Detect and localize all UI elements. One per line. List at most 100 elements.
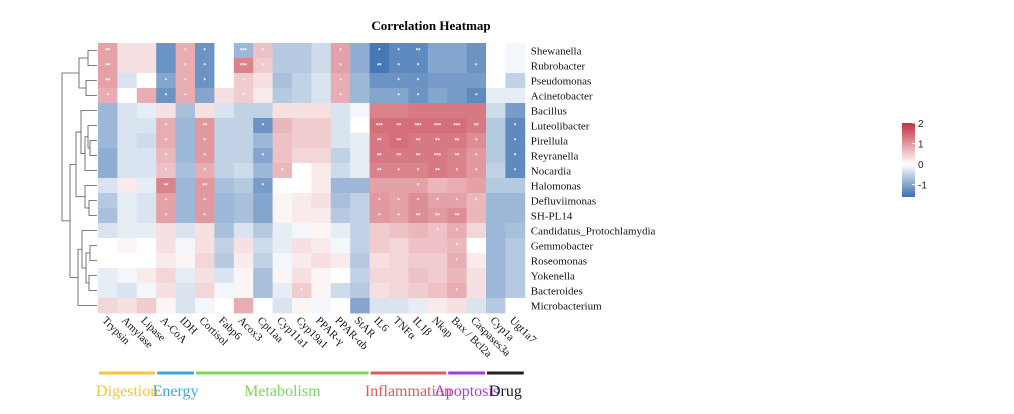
heatmap-cell <box>156 178 176 194</box>
significance-mark: * <box>242 94 245 100</box>
heatmap-cell <box>214 193 235 209</box>
heatmap-cell <box>350 73 370 89</box>
significance-mark: ** <box>435 214 440 220</box>
heatmap-cell <box>253 298 273 314</box>
row-dendrogram <box>61 50 97 306</box>
significance-mark: * <box>107 94 110 100</box>
heatmap-cell <box>311 238 332 254</box>
heatmap-cell <box>175 298 196 314</box>
heatmap-cell <box>156 208 176 224</box>
significance-mark: * <box>398 64 401 70</box>
heatmap-cell <box>466 268 487 284</box>
heatmap-cell <box>486 253 506 269</box>
significance-mark: * <box>378 214 381 220</box>
heatmap-cell <box>447 253 467 269</box>
heatmap-cell <box>292 103 312 119</box>
heatmap-cell <box>369 283 390 299</box>
heatmap-cell <box>233 133 254 149</box>
dendrogram-branch <box>88 275 97 291</box>
significance-mark: * <box>339 94 342 100</box>
heatmap-cell <box>253 73 273 89</box>
heatmap-cell <box>389 148 409 164</box>
heatmap-cell <box>214 103 235 119</box>
heatmap-cell <box>466 163 487 179</box>
heatmap-cell <box>447 118 467 134</box>
heatmap-cell <box>447 193 467 209</box>
significance-mark: ** <box>105 79 110 85</box>
heatmap-cell <box>505 43 526 59</box>
heatmap-cell <box>311 148 332 164</box>
significance-mark: ** <box>377 154 382 160</box>
heatmap-cell <box>253 283 273 299</box>
heatmap-cell <box>427 193 448 209</box>
heatmap-cell <box>253 238 273 254</box>
significance-mark: ** <box>474 124 479 130</box>
heatmap-cell <box>214 148 235 164</box>
significance-mark: *** <box>434 124 442 130</box>
dendrogram-branch <box>84 185 97 209</box>
heatmap-cell <box>505 103 526 119</box>
heatmap-cell <box>311 43 332 59</box>
heatmap-cell <box>447 298 467 314</box>
heatmap-cell <box>136 88 157 104</box>
heatmap-cell <box>330 163 351 179</box>
significance-mark: * <box>165 79 168 85</box>
heatmap-cell <box>214 43 235 59</box>
heatmap-cell <box>98 43 118 59</box>
significance-mark: * <box>417 94 420 100</box>
legend-tick-label: 1 <box>918 140 924 151</box>
heatmap-cell <box>389 58 409 74</box>
significance-mark: * <box>514 124 517 130</box>
significance-mark: * <box>398 79 401 85</box>
legend-gradient-bar <box>902 123 915 197</box>
heatmap-cell <box>389 193 409 209</box>
heatmap-cell <box>486 208 506 224</box>
column-label: Nkap <box>429 315 455 341</box>
heatmap-cell <box>389 253 409 269</box>
heatmap-cell <box>311 178 332 194</box>
heatmap-cell <box>408 208 429 224</box>
heatmap-cell <box>156 118 176 134</box>
dendrogram-branch <box>89 245 97 261</box>
heatmap-cell <box>447 73 467 89</box>
heatmap-cell <box>136 253 157 269</box>
heatmap-cell <box>272 73 293 89</box>
heatmap-cell <box>466 238 487 254</box>
significance-mark: ** <box>396 154 401 160</box>
significance-mark: * <box>475 169 478 175</box>
heatmap-cell <box>447 88 467 104</box>
heatmap-cell <box>486 193 506 209</box>
significance-mark: *** <box>240 64 248 70</box>
heatmap-cell <box>311 58 332 74</box>
heatmap-cell <box>195 163 215 179</box>
significance-mark: * <box>475 154 478 160</box>
significance-mark: * <box>262 184 265 190</box>
significance-mark: * <box>262 64 265 70</box>
heatmap-cell <box>466 178 487 194</box>
heatmap-cell <box>214 253 235 269</box>
row-label: Microbacterium <box>531 301 602 313</box>
heatmap-cell <box>214 208 235 224</box>
heatmap-cell <box>214 73 235 89</box>
group-label: Digestion <box>96 383 158 400</box>
heatmap-cell <box>117 178 138 194</box>
heatmap-cell <box>389 223 409 239</box>
heatmap-cell <box>427 298 448 314</box>
heatmap-cell <box>98 178 118 194</box>
heatmap-cell <box>447 238 467 254</box>
heatmap-cell <box>292 148 312 164</box>
heatmap-cell <box>330 73 351 89</box>
heatmap-cell <box>117 73 138 89</box>
significance-marks: ** * * *** * * * * **** * * *** * * ** * * *** * * * * * * ** * * *… <box>105 49 517 295</box>
heatmap-cell <box>369 163 390 179</box>
heatmap-cell <box>505 133 526 149</box>
heatmap-cell <box>466 148 487 164</box>
heatmap-cell <box>369 298 390 314</box>
heatmap-cell <box>272 193 293 209</box>
significance-mark: * <box>514 139 517 145</box>
heatmap-cell <box>486 103 506 119</box>
significance-mark: ** <box>435 139 440 145</box>
heatmap-cell <box>330 133 351 149</box>
heatmap-cell <box>447 103 467 119</box>
